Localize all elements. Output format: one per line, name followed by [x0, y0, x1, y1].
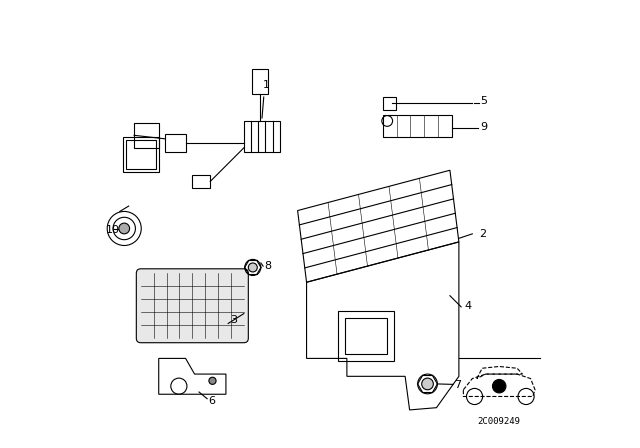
Circle shape — [119, 223, 130, 234]
Text: 2C009249: 2C009249 — [477, 417, 521, 426]
Text: 3: 3 — [230, 315, 237, 325]
Text: 8: 8 — [264, 261, 271, 271]
Circle shape — [422, 378, 433, 390]
Text: 4: 4 — [464, 301, 472, 311]
Circle shape — [493, 379, 506, 393]
Text: 1: 1 — [263, 81, 269, 90]
Text: 10: 10 — [106, 225, 120, 235]
Text: 9: 9 — [481, 122, 488, 132]
Text: 7: 7 — [454, 379, 461, 389]
Circle shape — [209, 377, 216, 384]
Circle shape — [248, 263, 257, 272]
Text: 6: 6 — [208, 396, 215, 406]
Text: 2: 2 — [479, 228, 486, 238]
Text: 5: 5 — [481, 96, 488, 106]
FancyBboxPatch shape — [136, 269, 248, 343]
